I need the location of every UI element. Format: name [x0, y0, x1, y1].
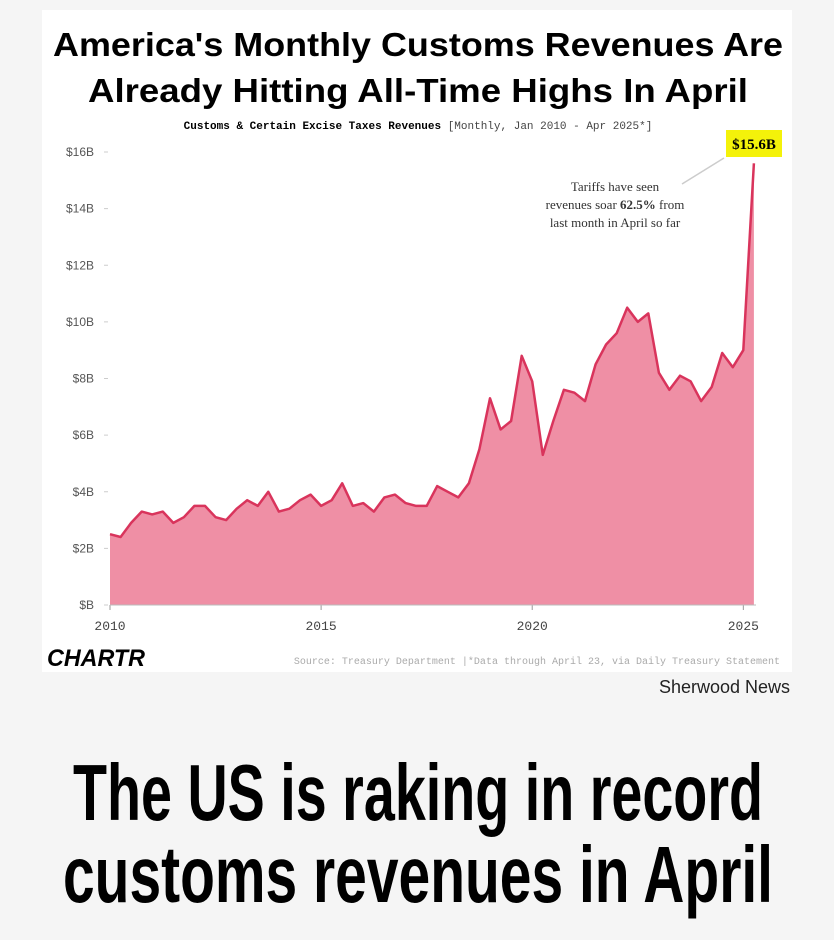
x-tick-label: 2010	[94, 619, 125, 634]
annotation-highlight: 62.5%	[620, 197, 656, 212]
y-tick-label: $8B	[73, 372, 94, 386]
callout-box	[726, 130, 782, 157]
annotation-part: from	[656, 197, 685, 212]
subtitle-note: [Monthly, Jan 2010 - Apr 2025*]	[448, 121, 653, 133]
logo: CHARTR	[47, 645, 146, 672]
y-tick-label: $2B	[73, 541, 94, 555]
chart-title: Already Hitting All-Time Highs In April	[88, 72, 748, 109]
callout: $15.6B	[732, 137, 776, 153]
x-tick-label: 2025	[728, 619, 759, 634]
chart-title: America's Monthly Customs Revenues Are	[53, 26, 783, 63]
y-tick-label: $14B	[66, 202, 94, 216]
x-tick-label: 2015	[306, 619, 337, 634]
annotation: last month in April so far	[550, 215, 681, 230]
source: Source: Treasury Department |*Data throu…	[294, 656, 780, 668]
y-tick-label: $B	[79, 598, 94, 612]
headline: The US is raking in record	[73, 748, 763, 837]
y-tick-label: $10B	[66, 315, 94, 329]
headline: customs revenues in April	[63, 830, 773, 919]
y-tick-label: $12B	[66, 258, 94, 272]
publisher: Sherwood News	[659, 677, 790, 697]
annotation-arrow	[681, 157, 725, 185]
y-tick-label: $6B	[73, 428, 94, 442]
chart-subtitle: Customs & Certain Excise Taxes Revenues …	[184, 121, 653, 133]
y-tick-label: $16B	[66, 145, 94, 159]
annotation-part: revenues soar	[546, 197, 620, 212]
annotation: revenues soar 62.5% from	[546, 197, 685, 212]
x-tick-label: 2020	[517, 619, 548, 634]
line	[109, 163, 756, 539]
area	[110, 163, 754, 606]
subtitle: Customs & Certain Excise Taxes Revenues	[184, 121, 441, 133]
y-tick-label: $4B	[73, 485, 94, 499]
annotation: Tariffs have seen	[571, 179, 660, 194]
